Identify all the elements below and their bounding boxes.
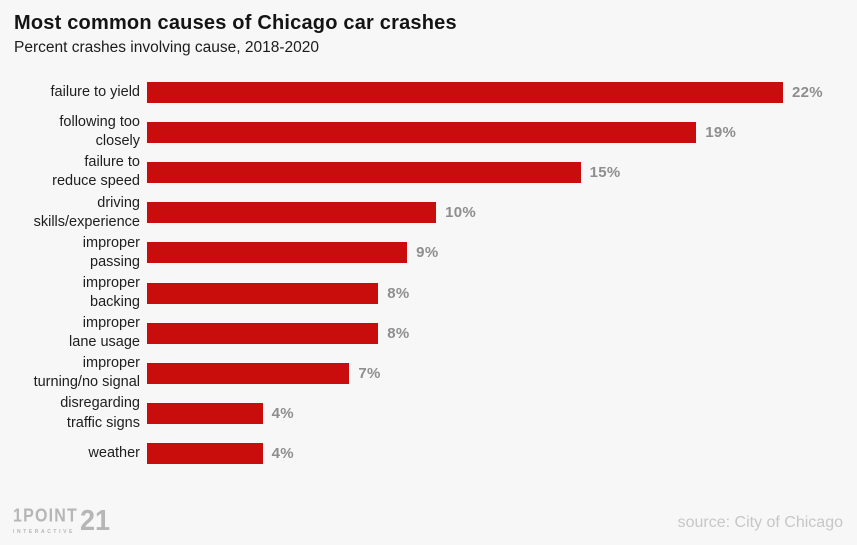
category-label: improper lane usage (69, 315, 140, 351)
bar-row: improper lane usage 8% (0, 313, 857, 353)
bar (147, 403, 263, 425)
bar-row: following too closely 19% (0, 112, 857, 152)
source-credit: source: City of Chicago (677, 514, 843, 531)
bar (147, 322, 379, 344)
category-label: following too closely (59, 114, 140, 150)
category-label: failure to yield (50, 83, 140, 100)
bar (147, 242, 408, 264)
chart-footer: 1POINT INTERACTIVE 21 source: City of Ch… (0, 497, 857, 545)
bar (147, 362, 350, 384)
value-label: 8% (387, 284, 410, 302)
category-label: improper passing (82, 234, 140, 270)
bar-row: failure to yield 22% (0, 72, 857, 112)
category-label: failure to reduce speed (52, 154, 140, 190)
bar-row: weather 4% (0, 434, 857, 474)
category-label: driving skills/experience (33, 194, 140, 230)
value-label: 9% (416, 244, 439, 262)
value-label: 7% (358, 364, 381, 382)
chart-header: Most common causes of Chicago car crashe… (14, 12, 457, 57)
bar-row: disregarding traffic signs 4% (0, 394, 857, 434)
bar-row: improper passing 9% (0, 233, 857, 273)
bar-row: driving skills/experience 10% (0, 193, 857, 233)
value-label: 19% (705, 123, 737, 141)
category-label: disregarding traffic signs (60, 395, 140, 431)
chart-subtitle: Percent crashes involving cause, 2018-20… (14, 39, 320, 56)
value-label: 22% (792, 83, 823, 101)
value-label: 15% (589, 163, 621, 181)
value-label: 4% (271, 405, 294, 423)
bar (147, 443, 263, 465)
category-label: weather (88, 445, 140, 462)
logo-left-stack: 1POINT INTERACTIVE (13, 506, 78, 535)
logo-text-21: 21 (80, 504, 111, 537)
bar (147, 282, 379, 304)
value-label: 10% (445, 204, 477, 222)
bar (147, 121, 697, 143)
value-label: 8% (387, 324, 410, 342)
bar (147, 81, 783, 103)
bar (147, 161, 581, 183)
bar-row: improper turning/no signal 7% (0, 353, 857, 393)
value-label: 4% (271, 445, 294, 463)
onepoint21-logo: 1POINT INTERACTIVE 21 (13, 504, 111, 537)
bar-row: failure to reduce speed 15% (0, 152, 857, 192)
bar (147, 202, 437, 224)
chart-title: Most common causes of Chicago car crashe… (14, 12, 457, 34)
bar-row: improper backing 8% (0, 273, 857, 313)
category-label: improper turning/no signal (33, 355, 140, 391)
bar-rows: failure to yield 22% following too closely… (0, 72, 857, 474)
logo-text-1point: 1POINT (13, 506, 78, 526)
category-label: improper backing (82, 274, 140, 311)
logo-text-interactive: INTERACTIVE (13, 529, 75, 535)
